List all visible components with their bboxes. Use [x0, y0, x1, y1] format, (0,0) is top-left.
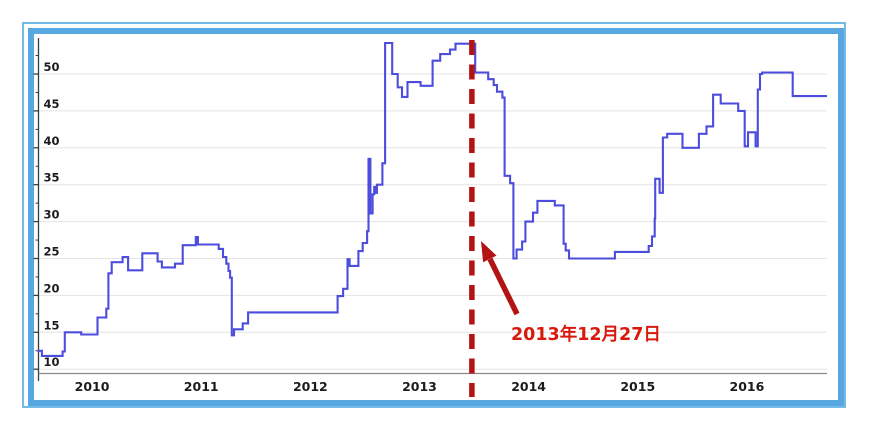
y-tick-label: 45 — [44, 97, 60, 111]
y-tick-label: 30 — [44, 208, 60, 222]
y-tick-label: 50 — [44, 60, 60, 74]
x-tick-label: 2011 — [184, 379, 219, 394]
x-tick-label: 2014 — [511, 379, 546, 394]
y-tick-label: 20 — [44, 281, 60, 295]
y-tick-label: 25 — [44, 245, 60, 259]
y-tick-label: 10 — [44, 355, 60, 369]
gridlines — [38, 73, 827, 370]
y-tick-label: 40 — [44, 134, 60, 148]
annotation-arrow — [481, 241, 520, 316]
arrow-head-icon — [481, 241, 497, 263]
x-tick-label: 2016 — [730, 379, 765, 394]
inner-frame-border — [28, 28, 844, 406]
y-axis: 10 15 20 25 30 35 40 45 50 — [33, 38, 60, 381]
outer-frame-border — [22, 22, 846, 408]
y-tick-label: 35 — [44, 171, 60, 185]
x-tick-label: 2013 — [402, 379, 437, 394]
annotation-label: 2013年12月27日 — [511, 324, 661, 345]
x-tick-label: 2010 — [75, 379, 110, 394]
x-tick-label: 2015 — [620, 379, 655, 394]
x-axis: 2010 2011 2012 2013 2014 2015 2016 — [38, 372, 827, 394]
trend-line — [37, 41, 827, 357]
y-tick-label: 15 — [44, 318, 60, 332]
x-tick-label: 2012 — [293, 379, 328, 394]
arrow-shaft — [487, 257, 520, 316]
